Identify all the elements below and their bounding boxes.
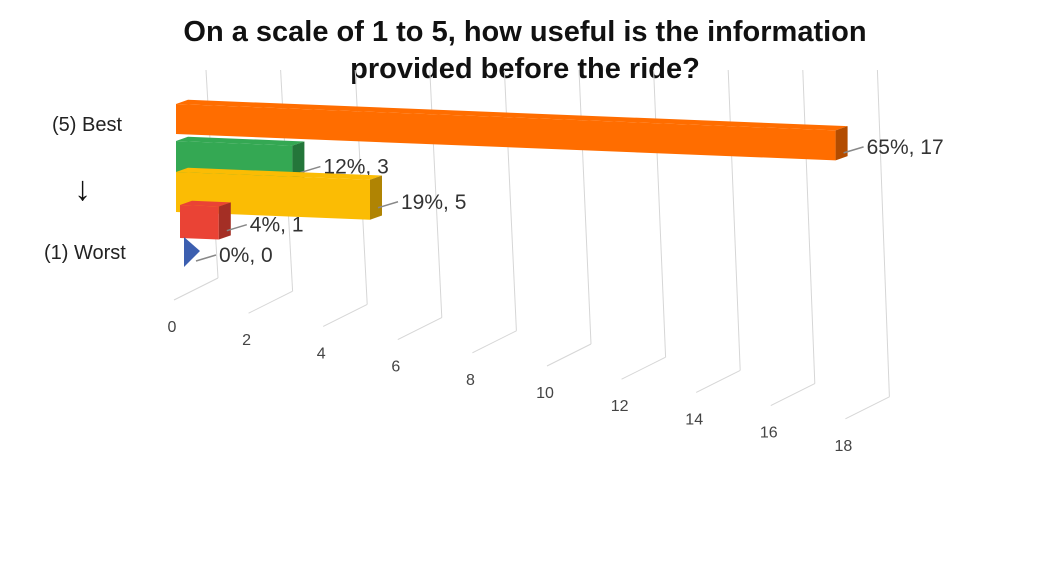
gridline-floor [248, 290, 293, 314]
data-label-leader [843, 146, 864, 154]
x-tick-label: 2 [242, 332, 251, 349]
x-tick-label: 10 [536, 385, 554, 402]
gridline-floor [770, 383, 816, 407]
x-tick-label: 4 [317, 345, 326, 362]
chart-title: On a scale of 1 to 5, how useful is the … [0, 14, 1050, 88]
worst-label: (1) Worst [44, 242, 126, 264]
gridline-floor [621, 356, 666, 380]
data-label: 0%, 0 [219, 244, 273, 267]
best-label: (5) Best [52, 114, 123, 136]
gridline-floor [472, 330, 517, 354]
gridline-floor [397, 317, 443, 341]
gridline-floor [845, 396, 890, 420]
gridline-floor [322, 303, 368, 327]
x-tick-label: 6 [391, 359, 400, 376]
bar-top-face [180, 200, 231, 207]
bar-end-face [218, 202, 231, 240]
gridline [876, 69, 890, 397]
x-tick-label: 0 [168, 319, 177, 336]
bar-top-face [176, 167, 382, 180]
bar [184, 237, 200, 267]
data-label-leader [226, 223, 248, 232]
gridline [802, 69, 816, 384]
bar-top-face [176, 136, 305, 146]
x-tick-label: 14 [685, 411, 703, 428]
data-label: 12%, 3 [323, 156, 388, 179]
data-label-leader [300, 165, 321, 174]
chart-title-line-2: provided before the ride? [350, 53, 700, 85]
gridline [653, 69, 667, 358]
gridline [727, 69, 741, 371]
gridline [503, 69, 517, 331]
x-tick-label: 12 [611, 398, 629, 415]
x-tick-label: 16 [760, 425, 778, 442]
bar [180, 205, 219, 240]
data-label-leader [195, 254, 217, 262]
bar [176, 104, 836, 161]
gridline-floor [546, 343, 592, 367]
x-tick-label: 18 [835, 438, 853, 455]
data-label: 19%, 5 [401, 191, 466, 214]
down-arrow-icon: ↓ [74, 170, 91, 208]
gridline [578, 69, 592, 345]
x-tick-label: 8 [466, 372, 475, 389]
gridline-floor [695, 369, 741, 393]
chart-title-line-1: On a scale of 1 to 5, how useful is the … [183, 16, 867, 48]
gridline-floor [173, 277, 219, 301]
data-label-leader [377, 201, 399, 209]
bar-end-face [370, 175, 382, 220]
bar-top-face [176, 99, 848, 131]
data-label: 4%, 1 [250, 214, 304, 237]
bar-end-face [835, 126, 848, 161]
data-label: 65%, 17 [867, 136, 944, 159]
